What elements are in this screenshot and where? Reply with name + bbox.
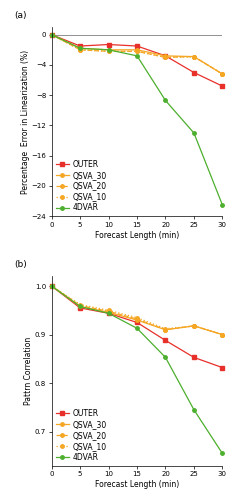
Line: QSVA_20: QSVA_20 — [50, 33, 224, 76]
QSVA_20 — [50, 32, 53, 38]
4DVAR — [193, 407, 195, 413]
QSVA_20 — [193, 323, 195, 329]
OUTER — [50, 283, 53, 289]
X-axis label: Forecast Length (min): Forecast Length (min) — [95, 480, 179, 489]
QSVA_10 — [164, 54, 167, 60]
QSVA_30 — [164, 327, 167, 333]
OUTER — [107, 42, 110, 48]
QSVA_30 — [50, 32, 53, 38]
QSVA_20 — [221, 332, 224, 338]
QSVA_20 — [107, 48, 110, 54]
QSVA_30 — [79, 304, 82, 310]
Legend: OUTER, QSVA_30, QSVA_20, QSVA_10, 4DVAR: OUTER, QSVA_30, QSVA_20, QSVA_10, 4DVAR — [54, 408, 108, 464]
QSVA_10 — [50, 32, 53, 38]
QSVA_10 — [107, 308, 110, 314]
QSVA_10 — [50, 283, 53, 289]
X-axis label: Forecast Length (min): Forecast Length (min) — [95, 230, 179, 239]
4DVAR — [50, 283, 53, 289]
4DVAR — [164, 354, 167, 360]
QSVA_20 — [221, 71, 224, 77]
QSVA_20 — [136, 316, 139, 322]
Line: OUTER: OUTER — [50, 33, 224, 88]
OUTER — [164, 53, 167, 59]
4DVAR — [79, 46, 82, 52]
QSVA_30 — [221, 332, 224, 338]
QSVA_20 — [164, 54, 167, 60]
Line: OUTER: OUTER — [50, 284, 224, 370]
Legend: OUTER, QSVA_30, QSVA_20, QSVA_10, 4DVAR: OUTER, QSVA_30, QSVA_20, QSVA_10, 4DVAR — [54, 158, 108, 214]
OUTER — [193, 354, 195, 360]
QSVA_30 — [107, 310, 110, 316]
QSVA_30 — [107, 47, 110, 53]
QSVA_20 — [79, 302, 82, 308]
QSVA_30 — [193, 54, 195, 60]
QSVA_30 — [136, 317, 139, 323]
QSVA_20 — [136, 48, 139, 54]
OUTER — [107, 310, 110, 316]
QSVA_30 — [136, 47, 139, 53]
Y-axis label: Percentage  Error in Linearization (%): Percentage Error in Linearization (%) — [21, 50, 30, 194]
QSVA_10 — [193, 54, 195, 60]
4DVAR — [107, 310, 110, 316]
Text: (b): (b) — [14, 260, 27, 269]
QSVA_30 — [50, 283, 53, 289]
OUTER — [221, 364, 224, 370]
Line: QSVA_20: QSVA_20 — [50, 284, 224, 337]
OUTER — [136, 320, 139, 326]
Text: (a): (a) — [14, 10, 27, 20]
QSVA_30 — [164, 53, 167, 59]
QSVA_20 — [107, 308, 110, 314]
OUTER — [79, 43, 82, 49]
QSVA_10 — [164, 326, 167, 332]
4DVAR — [221, 450, 224, 456]
4DVAR — [136, 326, 139, 332]
4DVAR — [79, 304, 82, 310]
Y-axis label: Pattrn Correlation: Pattrn Correlation — [25, 337, 34, 405]
QSVA_10 — [136, 48, 139, 54]
QSVA_20 — [50, 283, 53, 289]
OUTER — [136, 43, 139, 49]
OUTER — [50, 32, 53, 38]
QSVA_10 — [221, 332, 224, 338]
QSVA_30 — [193, 323, 195, 329]
QSVA_20 — [79, 47, 82, 53]
4DVAR — [107, 47, 110, 53]
4DVAR — [164, 98, 167, 103]
Line: QSVA_30: QSVA_30 — [50, 284, 224, 337]
QSVA_10 — [193, 323, 195, 329]
QSVA_10 — [136, 314, 139, 320]
Line: 4DVAR: 4DVAR — [50, 284, 224, 455]
QSVA_20 — [164, 327, 167, 333]
OUTER — [193, 70, 195, 75]
QSVA_10 — [221, 71, 224, 77]
4DVAR — [221, 202, 224, 208]
4DVAR — [50, 32, 53, 38]
OUTER — [221, 83, 224, 89]
QSVA_20 — [193, 54, 195, 60]
Line: 4DVAR: 4DVAR — [50, 33, 224, 206]
Line: QSVA_10: QSVA_10 — [50, 284, 224, 337]
OUTER — [164, 338, 167, 344]
QSVA_10 — [79, 47, 82, 53]
QSVA_10 — [107, 48, 110, 54]
4DVAR — [136, 53, 139, 59]
QSVA_10 — [79, 302, 82, 308]
4DVAR — [193, 130, 195, 136]
Line: QSVA_10: QSVA_10 — [50, 33, 224, 76]
Line: QSVA_30: QSVA_30 — [50, 33, 224, 76]
OUTER — [79, 305, 82, 311]
QSVA_30 — [221, 71, 224, 77]
QSVA_30 — [79, 46, 82, 52]
